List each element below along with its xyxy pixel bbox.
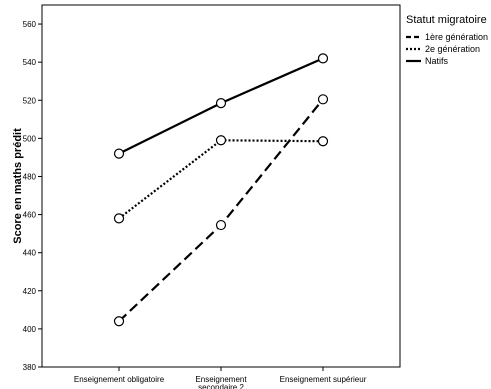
plot-area	[41, 4, 401, 368]
data-point	[113, 213, 125, 224]
legend: Statut migratoire 1ère génération 2e géné…	[406, 14, 488, 66]
x-tick-label: Enseignement obligatoire	[74, 375, 165, 384]
y-tick-label: 480	[23, 172, 37, 181]
y-tick-label: 380	[23, 363, 37, 372]
data-point	[113, 316, 125, 327]
data-point	[215, 98, 227, 109]
y-tick-label: 500	[23, 134, 37, 143]
y-tick-label: 540	[23, 58, 37, 67]
x-tick-label: Enseignement supérieur	[280, 375, 367, 384]
legend-label: Natifs	[425, 56, 449, 66]
data-point	[215, 219, 227, 231]
y-tick-label: 440	[23, 249, 37, 258]
legend-title: Statut migratoire	[406, 14, 487, 26]
y-tick-label: 400	[23, 325, 37, 334]
data-point	[317, 94, 329, 105]
legend-label: 1ère génération	[425, 32, 488, 42]
data-point	[215, 135, 227, 146]
y-tick-label: 420	[23, 287, 37, 296]
series-layer	[113, 53, 329, 327]
y-axis-title: Score en maths prédit	[12, 128, 24, 244]
x-tick-label: Enseignement secondaire 2	[195, 375, 247, 389]
y-tick-label: 520	[23, 96, 37, 105]
y-tick-label: 460	[23, 211, 37, 220]
data-point	[113, 148, 125, 159]
y-tick-label: 560	[23, 20, 37, 29]
legend-label: 2e génération	[425, 44, 480, 54]
y-axis: 380 400 420 440 460 480 500 520 540 560	[23, 20, 42, 372]
data-point	[317, 136, 329, 147]
x-axis: Enseignement obligatoire Enseignement seco…	[74, 367, 367, 389]
data-point	[317, 53, 329, 64]
